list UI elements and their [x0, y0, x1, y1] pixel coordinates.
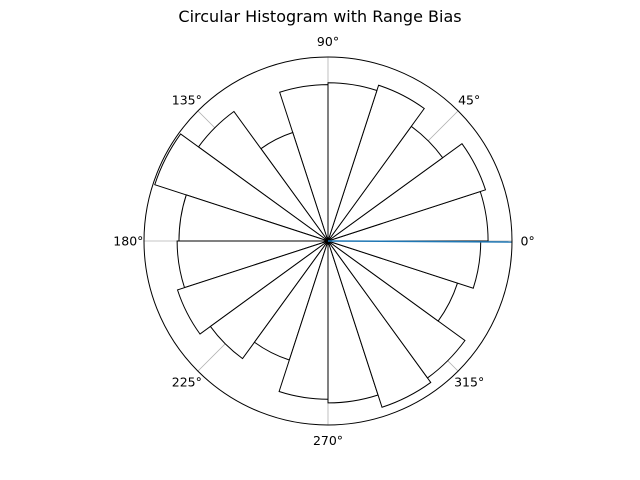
theta-tick-labels: 0° 45° 90° 135° 180° 225° 270° 315° [113, 34, 534, 448]
theta-tick-label: 0° [521, 234, 535, 249]
line-series [327, 240, 513, 243]
histogram-bar [327, 240, 466, 379]
histogram-bar [209, 240, 329, 360]
theta-tick-label: 90° [317, 34, 339, 49]
theta-tick-label: 135° [172, 92, 202, 107]
chart-title: Circular Histogram with Range Bias [178, 7, 462, 26]
histogram-bar [327, 142, 487, 242]
theta-tick-label: 270° [313, 433, 343, 448]
histogram-bar [176, 240, 329, 335]
histogram-bar [327, 82, 378, 242]
histogram-bar [327, 240, 432, 408]
theta-tick-label: 45° [458, 92, 480, 107]
histogram-bar [327, 240, 482, 289]
series-line [327, 240, 513, 243]
histogram-bar [327, 84, 425, 242]
histogram-bars [154, 82, 489, 408]
histogram-bar [279, 84, 329, 242]
theta-tick-label: 315° [454, 375, 484, 390]
polar-frame [143, 56, 513, 426]
theta-tick-label: 225° [172, 375, 202, 390]
theta-tick-label: 180° [113, 234, 143, 249]
histogram-bar [154, 133, 329, 242]
